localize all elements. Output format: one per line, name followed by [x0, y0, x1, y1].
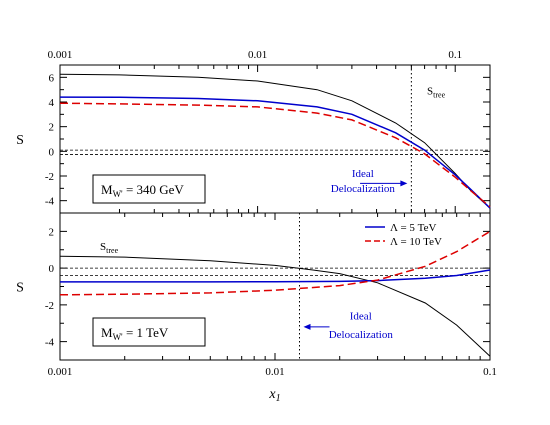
x-tick-label-top: 0.1: [448, 49, 462, 61]
legend-label-0: Λ = 5 TeV: [390, 222, 436, 234]
annotation-ideal: Ideal: [350, 311, 372, 323]
curve-label-s-tree: Stree: [100, 241, 119, 255]
y-tick-label: 2: [49, 226, 55, 238]
x-tick-label-top: 0.01: [248, 49, 267, 61]
x-tick-label-bottom: 0.01: [265, 366, 284, 378]
series-line-1: [60, 269, 491, 283]
x-tick-label-bottom: 0.001: [48, 366, 73, 378]
mass-label: MW' = 1 TeV: [101, 325, 169, 342]
series-line-0: [59, 255, 491, 357]
y-tick-label: -2: [45, 300, 54, 312]
y-tick-label: 0: [49, 263, 55, 275]
mass-label-box: [92, 174, 206, 204]
y-tick-label: 2: [49, 122, 55, 134]
annotation-ideal: Ideal: [352, 168, 374, 180]
annotation-delocalization: Delocalization: [331, 183, 396, 195]
y-tick-label: -4: [45, 196, 55, 208]
y-tick-label: 6: [49, 72, 55, 84]
series-line-2: [59, 102, 491, 208]
x-axis-label: x1: [268, 387, 280, 404]
y-tick-label: 4: [49, 97, 55, 109]
series-line-1: [59, 96, 491, 209]
annotation-delocalization: Delocalization: [329, 329, 394, 341]
x-tick-label-bottom: 0.1: [483, 366, 497, 378]
y-tick-label: 0: [49, 146, 55, 158]
legend-label-1: Λ = 10 TeV: [390, 236, 442, 248]
y-axis-label: S: [16, 281, 24, 296]
series-line-2: [59, 230, 491, 296]
y-tick-label: -4: [45, 337, 55, 349]
mass-label-box: [92, 317, 206, 347]
annotation-arrowhead: [400, 180, 408, 187]
mass-label: MW' = 340 GeV: [101, 182, 184, 199]
x-tick-label-top: 0.001: [48, 49, 73, 61]
annotation-arrowhead: [303, 323, 311, 330]
curve-label-s-tree: Stree: [427, 86, 446, 100]
y-tick-label: -2: [45, 171, 54, 183]
y-axis-label: S: [16, 133, 24, 148]
